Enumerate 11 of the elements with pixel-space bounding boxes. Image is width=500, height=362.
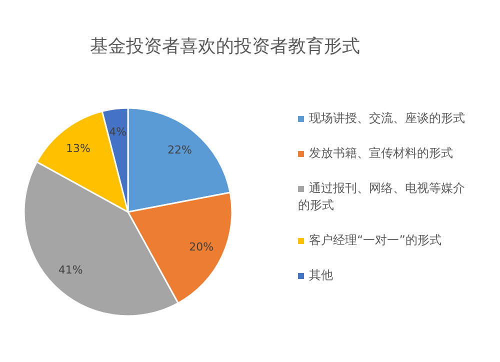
data-label: 20% xyxy=(189,240,214,254)
legend-label: 现场讲授、交流、座谈的形式 xyxy=(309,111,465,125)
data-label: 41% xyxy=(58,263,83,276)
legend-label: 发放书籍、宣传材料的形式 xyxy=(309,146,453,160)
legend-label: 通过报刊、网络、电视等媒介的形式 xyxy=(298,181,465,212)
chart-title: 基金投资者喜欢的投资者教育形式 xyxy=(90,36,360,57)
data-label: 13% xyxy=(66,142,91,155)
data-label: 22% xyxy=(167,143,192,156)
legend-label: 其他 xyxy=(309,268,333,282)
data-label: 4% xyxy=(109,126,127,139)
legend-label: 客户经理“一对一”的形式 xyxy=(309,233,442,247)
